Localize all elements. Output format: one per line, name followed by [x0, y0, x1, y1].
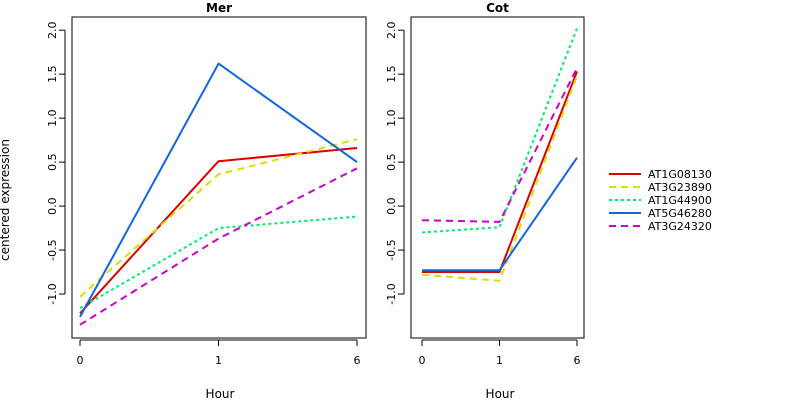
- series-line-at1g44900: [421, 28, 578, 234]
- series-line-at3g24320: [421, 67, 578, 223]
- y-tick-label: 1.0: [385, 109, 398, 127]
- y-tick-label: -1.0: [46, 283, 59, 304]
- y-tick-label: -0.5: [46, 239, 59, 260]
- y-tick-label: 2.0: [46, 21, 59, 39]
- legend-label: AT1G08130: [648, 168, 712, 181]
- y-tick-label: -1.0: [385, 283, 398, 304]
- x-tick-label: 6: [574, 354, 581, 367]
- x-axis-label: Hour: [486, 387, 515, 400]
- y-axis-label: centered expression: [0, 139, 12, 261]
- plot-frame: [410, 16, 585, 339]
- legend-label: AT5G46280: [648, 207, 712, 220]
- series-line-at1g08130: [422, 71, 578, 273]
- legend-label: AT1G44900: [648, 194, 712, 207]
- legend-label: AT3G24320: [648, 220, 712, 233]
- x-tick-label: 6: [354, 354, 361, 367]
- series-line-at5g46280: [79, 62, 358, 318]
- series-line-at1g44900: [79, 215, 358, 309]
- legend-item: AT1G08130: [609, 168, 712, 181]
- y-tick-label: 1.0: [46, 109, 59, 127]
- y-tick-label: 0.0: [46, 197, 59, 215]
- y-tick-label: 0.5: [385, 153, 398, 171]
- legend-item: AT5G46280: [609, 207, 712, 220]
- y-tick-label: 1.5: [46, 65, 59, 83]
- panel-cot: Cot 0 1 6 Hour -1.0 -0.5 0.0 0.5 1.0 1.5 2.0: [385, 1, 585, 400]
- series-line-at3g24320: [79, 167, 358, 326]
- x-tick-label: 1: [496, 354, 503, 367]
- y-tick-label: 1.5: [385, 65, 398, 83]
- series-line-at3g23890: [79, 138, 358, 298]
- series-line-at5g46280: [422, 157, 578, 272]
- legend-item: AT3G24320: [609, 220, 712, 233]
- y-tick-label: 2.0: [385, 21, 398, 39]
- x-tick-label: 0: [419, 354, 426, 367]
- legend-item: AT3G23890: [609, 181, 712, 194]
- series-line-at1g08130: [79, 147, 358, 315]
- series-line-at3g23890: [421, 75, 578, 282]
- panels: Mer 0 1 6 Hour -1.0 -0.5 0.0 0.5 1.0 1.5 2.0 Cot 0 1 6 H…: [46, 1, 585, 400]
- legend-label: AT3G23890: [648, 181, 712, 194]
- legend-item: AT1G44900: [609, 194, 712, 207]
- y-tick-label: -0.5: [385, 239, 398, 260]
- panel-title: Mer: [206, 1, 232, 15]
- legend: AT1G08130AT3G23890AT1G44900AT5G46280AT3G…: [609, 168, 712, 233]
- y-tick-label: 0.0: [385, 197, 398, 215]
- x-tick-label: 0: [77, 354, 84, 367]
- y-tick-label: 0.5: [46, 153, 59, 171]
- panel-title: Cot: [486, 1, 509, 15]
- plot-frame: [71, 16, 367, 339]
- panel-mer: Mer 0 1 6 Hour -1.0 -0.5 0.0 0.5 1.0 1.5 2.0: [46, 1, 367, 400]
- x-tick-label: 1: [215, 354, 222, 367]
- x-axis-label: Hour: [206, 387, 235, 400]
